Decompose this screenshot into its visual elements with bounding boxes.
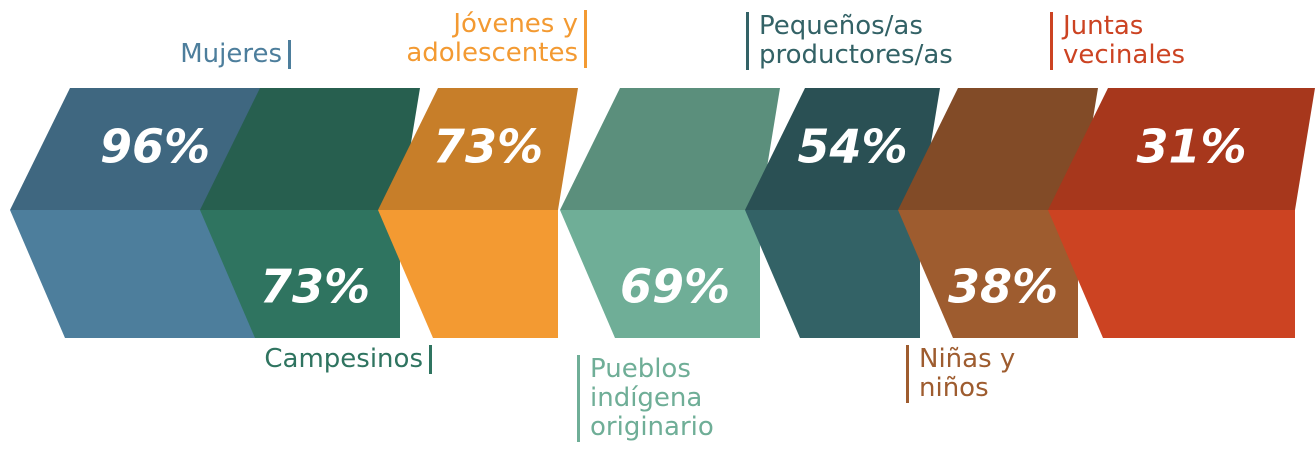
block-front <box>560 210 760 338</box>
block <box>898 88 1098 338</box>
block-front <box>200 210 400 338</box>
value-label: 69% <box>620 260 730 314</box>
block-top <box>560 88 780 210</box>
value-label: 96% <box>100 120 210 174</box>
category-label: Pequeños/as productores/as <box>746 12 1019 70</box>
block <box>560 88 780 338</box>
category-label: Mujeres <box>150 40 291 69</box>
block-front <box>378 210 558 338</box>
value-label: 73% <box>260 260 370 314</box>
value-label: 31% <box>1136 120 1246 174</box>
category-label: Niñas y niños <box>906 345 1054 403</box>
block-front <box>1048 210 1295 338</box>
block-front <box>10 210 260 338</box>
block <box>10 88 280 338</box>
block <box>1048 88 1315 338</box>
category-label: Jóvenes y adolescentes <box>340 10 587 68</box>
block-front <box>898 210 1078 338</box>
block-top <box>745 88 940 210</box>
block-top <box>10 88 280 210</box>
block-top <box>378 88 578 210</box>
value-label: 54% <box>797 120 907 174</box>
value-label: 38% <box>948 260 1058 314</box>
block-top <box>200 88 420 210</box>
block <box>745 88 940 338</box>
category-label: Juntas vecinales <box>1050 12 1238 70</box>
block-top <box>898 88 1098 210</box>
value-label: 73% <box>433 120 543 174</box>
category-label: Campesinos <box>210 345 432 374</box>
block-front <box>745 210 920 338</box>
block <box>200 88 420 338</box>
block <box>378 88 578 338</box>
category-label: Pueblos indígena originario <box>577 355 760 442</box>
block-top <box>1048 88 1315 210</box>
